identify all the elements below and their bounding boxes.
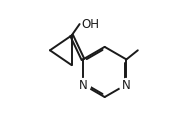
Text: N: N: [122, 78, 131, 91]
Text: N: N: [79, 78, 87, 91]
Text: OH: OH: [81, 18, 99, 31]
